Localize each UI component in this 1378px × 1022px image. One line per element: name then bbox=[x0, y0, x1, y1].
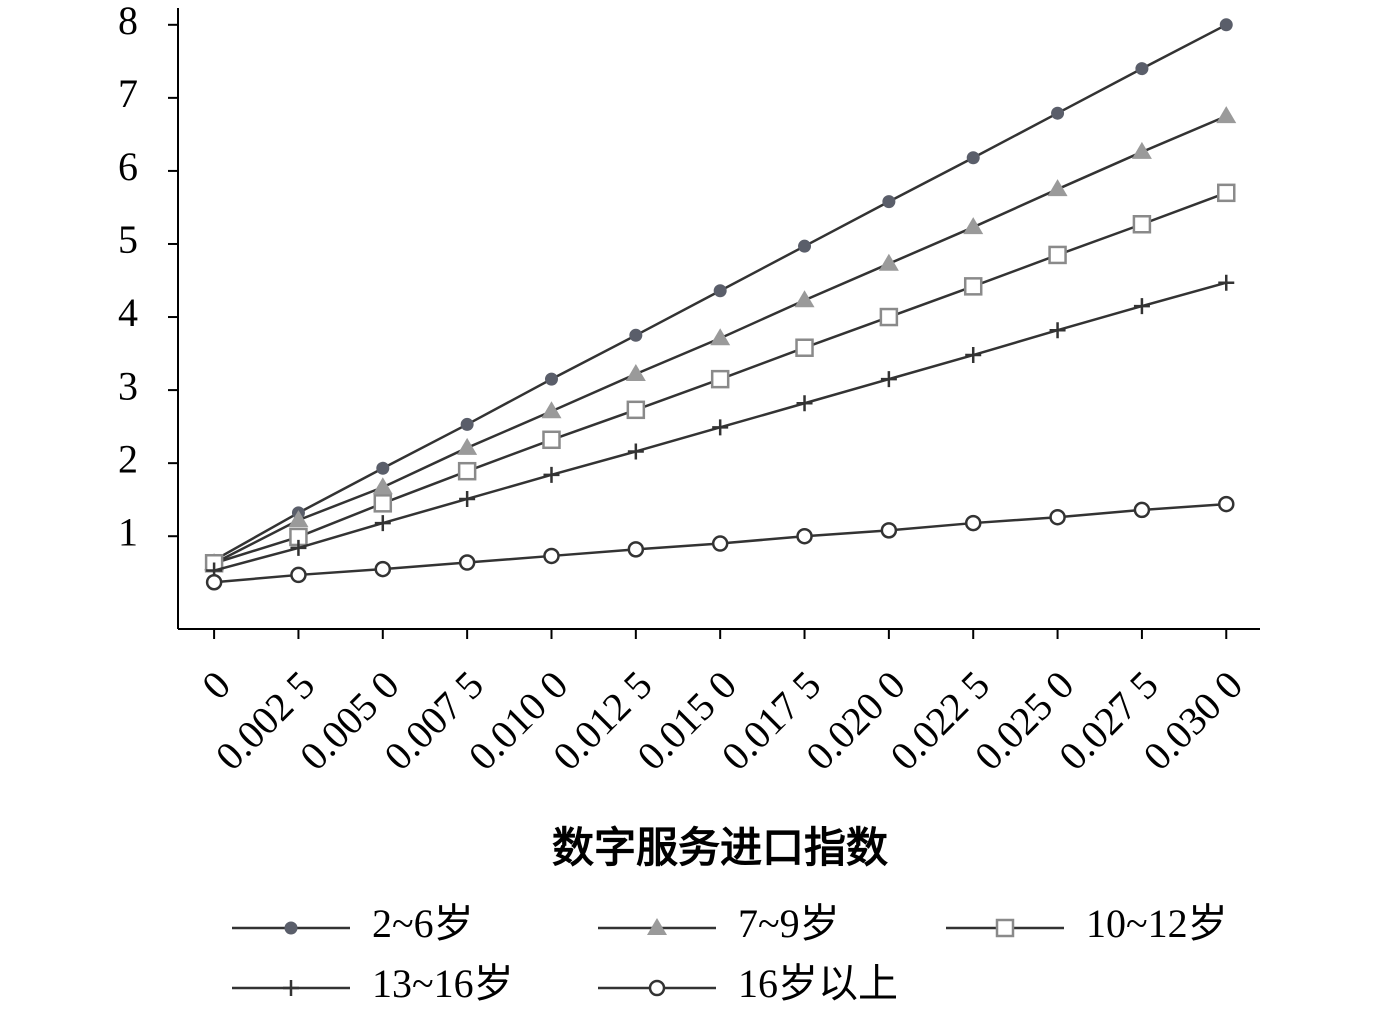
marker bbox=[879, 307, 899, 327]
marker bbox=[710, 328, 731, 346]
marker bbox=[459, 490, 476, 507]
legend-label: 7~9岁 bbox=[738, 901, 840, 946]
marker bbox=[963, 277, 983, 296]
marker bbox=[627, 443, 644, 460]
legend-marker bbox=[283, 980, 299, 996]
marker bbox=[798, 239, 812, 253]
legend-marker bbox=[647, 918, 667, 935]
marker bbox=[1051, 106, 1065, 120]
marker bbox=[1133, 298, 1150, 315]
marker bbox=[1049, 322, 1066, 339]
marker bbox=[964, 514, 982, 532]
legend-marker bbox=[995, 918, 1015, 938]
marker bbox=[1218, 274, 1235, 291]
marker bbox=[290, 539, 307, 556]
y-tick-label: 7 bbox=[118, 71, 138, 116]
marker bbox=[457, 461, 477, 481]
marker bbox=[288, 510, 309, 528]
marker bbox=[374, 515, 391, 532]
marker bbox=[712, 419, 729, 436]
legend-label: 10~12岁 bbox=[1086, 901, 1228, 946]
marker bbox=[880, 371, 897, 388]
y-tick-label: 2 bbox=[118, 436, 138, 481]
marker bbox=[1048, 245, 1067, 265]
marker bbox=[880, 522, 898, 539]
marker bbox=[544, 372, 558, 386]
legend-entry: 7~9岁 bbox=[598, 901, 840, 946]
marker bbox=[713, 284, 727, 298]
y-tick-label: 3 bbox=[118, 363, 138, 408]
marker bbox=[460, 417, 474, 431]
marker bbox=[376, 461, 390, 475]
y-tick-label: 5 bbox=[118, 217, 138, 262]
marker bbox=[878, 253, 899, 271]
marker bbox=[1049, 508, 1066, 526]
marker bbox=[372, 477, 393, 495]
x-tick-label: 0 bbox=[193, 662, 239, 708]
marker bbox=[290, 566, 307, 584]
marker bbox=[1135, 62, 1149, 76]
legend-marker bbox=[648, 979, 666, 997]
marker bbox=[796, 527, 813, 545]
y-tick-label: 6 bbox=[118, 144, 138, 189]
marker bbox=[541, 401, 562, 419]
y-tick-label: 8 bbox=[118, 0, 138, 43]
marker bbox=[629, 328, 643, 342]
marker bbox=[795, 338, 814, 357]
marker bbox=[627, 541, 645, 558]
legend-entry: 10~12岁 bbox=[946, 901, 1228, 946]
marker bbox=[794, 290, 815, 308]
marker bbox=[710, 369, 730, 389]
legend-entry: 2~6岁 bbox=[232, 901, 474, 946]
marker bbox=[1132, 215, 1152, 234]
marker bbox=[626, 400, 646, 420]
legend-entry: 16岁以上 bbox=[598, 961, 898, 1006]
marker bbox=[543, 547, 560, 565]
marker bbox=[882, 195, 896, 209]
marker bbox=[711, 535, 729, 552]
legend-label: 16岁以上 bbox=[738, 961, 898, 1006]
marker bbox=[1217, 183, 1236, 203]
marker bbox=[1133, 501, 1151, 519]
marker bbox=[796, 395, 813, 412]
marker bbox=[458, 554, 476, 571]
marker bbox=[625, 364, 646, 382]
marker bbox=[966, 151, 980, 165]
marker bbox=[205, 573, 223, 591]
x-axis-title: 数字服务进口指数 bbox=[552, 823, 888, 872]
marker bbox=[457, 437, 478, 455]
legend-marker bbox=[284, 921, 298, 935]
y-tick-label: 4 bbox=[118, 290, 138, 335]
marker bbox=[1219, 18, 1233, 32]
y-tick-label: 1 bbox=[118, 509, 138, 554]
legend-label: 2~6岁 bbox=[372, 901, 474, 946]
marker bbox=[373, 494, 393, 513]
marker bbox=[542, 430, 561, 450]
legend-entry: 13~16岁 bbox=[232, 961, 514, 1006]
marker bbox=[963, 217, 984, 235]
marker bbox=[1131, 141, 1152, 159]
marker bbox=[543, 466, 560, 483]
marker bbox=[1047, 179, 1068, 197]
marker bbox=[1216, 106, 1237, 124]
marker bbox=[1218, 495, 1235, 513]
legend-label: 13~16岁 bbox=[372, 961, 514, 1006]
marker bbox=[374, 560, 392, 578]
marker bbox=[965, 347, 982, 364]
